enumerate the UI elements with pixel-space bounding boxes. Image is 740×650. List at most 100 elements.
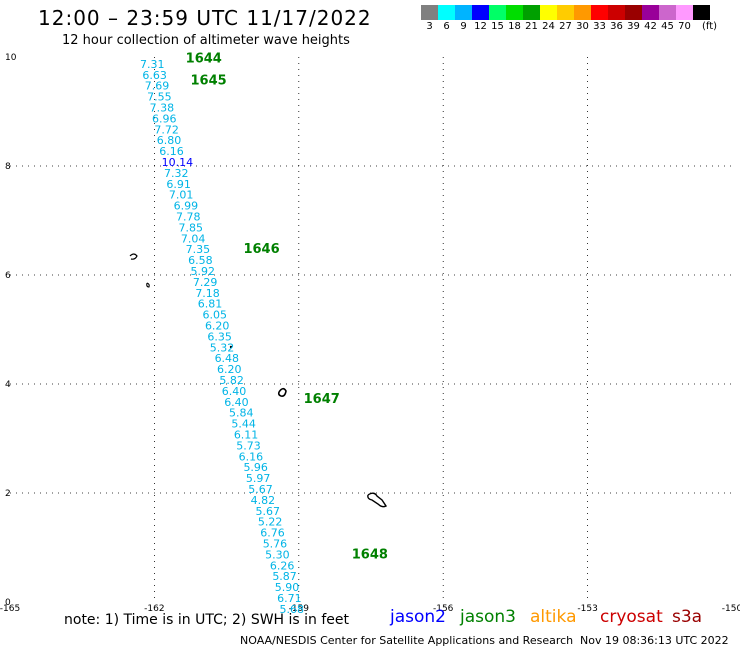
legend-label: 15 — [491, 21, 504, 32]
legend-label: 18 — [508, 21, 521, 32]
x-tick-label: -150 — [722, 604, 740, 614]
grid-lines — [10, 57, 732, 602]
y-tick-label: 8 — [5, 162, 11, 172]
swh-value: 6.40 — [222, 385, 247, 398]
swh-value: 6.99 — [174, 200, 199, 213]
swh-value: 7.72 — [154, 123, 179, 136]
swh-value: 5.30 — [265, 548, 290, 561]
y-tick-label: 6 — [5, 271, 11, 281]
swh-value: 6.16 — [239, 450, 264, 463]
swh-value: 7.18 — [195, 287, 220, 300]
swh-value: 6.91 — [166, 178, 191, 191]
sat-jason2: jason2 — [390, 607, 446, 627]
pass-time-label: 1645 — [191, 73, 227, 88]
swh-value: 5.82 — [219, 374, 244, 387]
swh-value: 5.67 — [248, 483, 273, 496]
swh-value: 6.11 — [234, 429, 259, 442]
swh-value: 5.67 — [255, 505, 279, 518]
swh-value: 5.73 — [236, 439, 261, 452]
x-tick-label: -153 — [577, 604, 597, 614]
swh-value: 7.69 — [145, 80, 170, 93]
swh-value: 7.55 — [147, 91, 172, 104]
pass-time-label: 1648 — [352, 547, 388, 562]
legend-swatch — [455, 5, 472, 20]
legend-swatch — [557, 5, 574, 20]
legend-swatch — [625, 5, 642, 20]
legend-label: 45 — [661, 21, 674, 32]
x-tick-label: -165 — [0, 604, 20, 614]
legend-swatch — [540, 5, 557, 20]
legend-label: 21 — [525, 21, 538, 32]
legend-label: 30 — [576, 21, 589, 32]
swh-value: 5.90 — [275, 581, 300, 594]
swh-value: 5.87 — [272, 570, 297, 583]
swh-value: 6.80 — [157, 134, 182, 147]
pass-time-label: 1644 — [186, 51, 222, 66]
legend-swatch — [438, 5, 455, 20]
legend-label: 6 — [443, 21, 450, 32]
swh-value: 7.31 — [140, 58, 165, 71]
swh-value: 6.20 — [217, 363, 242, 376]
legend-label: 70 — [678, 21, 691, 32]
legend-label: 36 — [610, 21, 623, 32]
swh-value: 7.29 — [193, 276, 218, 289]
legend-label: 9 — [460, 21, 467, 32]
legend-swatch — [506, 5, 523, 20]
swh-value: 5.84 — [229, 407, 254, 420]
swh-value: 7.32 — [164, 167, 189, 180]
swh-value: 6.05 — [203, 309, 228, 322]
legend-swatch — [676, 5, 693, 20]
legend-swatch — [574, 5, 591, 20]
legend-label: 27 — [559, 21, 572, 32]
sat-jason3: jason3 — [460, 607, 516, 627]
swh-value: 5.44 — [231, 418, 256, 431]
swh-value: 5.22 — [258, 516, 283, 529]
footer-note: note: 1) Time is in UTC; 2) SWH is in fe… — [64, 612, 350, 628]
swh-value: 6.26 — [270, 559, 295, 572]
credit-text: NOAA/NESDIS Center for Satellite Applica… — [240, 634, 574, 647]
legend-swatch — [489, 5, 506, 20]
x-tick-label: -156 — [433, 604, 454, 614]
swh-value: 6.16 — [159, 145, 184, 158]
axis-ticks: -165 -162 -159 -156 -153 -150 0 2 4 6 8 10 — [0, 53, 740, 614]
timestamp: Nov 19 08:36:13 UTC 2022 — [580, 634, 729, 647]
swh-value: 7.01 — [169, 189, 194, 202]
pass-time-label: 1646 — [243, 242, 279, 257]
time-labels: 1644 1645 1646 1647 1648 — [186, 51, 388, 562]
legend-swatch — [608, 5, 625, 20]
swh-value: 7.78 — [176, 211, 201, 224]
swh-value: 6.20 — [205, 320, 230, 333]
sat-altika: altika — [530, 607, 577, 627]
islands — [129, 253, 388, 508]
color-legend — [421, 5, 710, 20]
swh-value: 6.48 — [215, 352, 240, 365]
y-tick-label: 10 — [5, 53, 17, 63]
legend-swatch — [472, 5, 489, 20]
legend-label: 42 — [644, 21, 657, 32]
swh-value: 7.85 — [178, 221, 203, 234]
y-tick-label: 2 — [5, 489, 11, 499]
swh-value: 6.58 — [188, 254, 213, 267]
swh-value: 7.04 — [181, 232, 206, 245]
swh-value: 7.35 — [186, 243, 211, 256]
swh-value: 6.71 — [277, 592, 302, 605]
swh-value: 5.68 — [280, 603, 305, 616]
x-tick-label: -159 — [289, 604, 310, 614]
legend-label: 33 — [593, 21, 606, 32]
legend-swatch — [642, 5, 659, 20]
swh-value: 5.32 — [210, 341, 235, 354]
swh-value: 5.76 — [263, 538, 288, 551]
legend-swatch — [693, 5, 710, 20]
legend-label: 3 — [426, 21, 433, 32]
swh-value: 5.97 — [246, 472, 271, 485]
sat-s3a: s3a — [672, 607, 703, 627]
legend-swatch — [523, 5, 540, 20]
sat-cryosat: cryosat — [600, 607, 663, 627]
swh-value: 6.76 — [260, 527, 285, 540]
legend-swatch — [659, 5, 676, 20]
swh-value: 6.35 — [207, 330, 232, 343]
swh-value: 6.40 — [224, 396, 249, 409]
legend-swatch — [591, 5, 608, 20]
legend-label: 24 — [542, 21, 555, 32]
